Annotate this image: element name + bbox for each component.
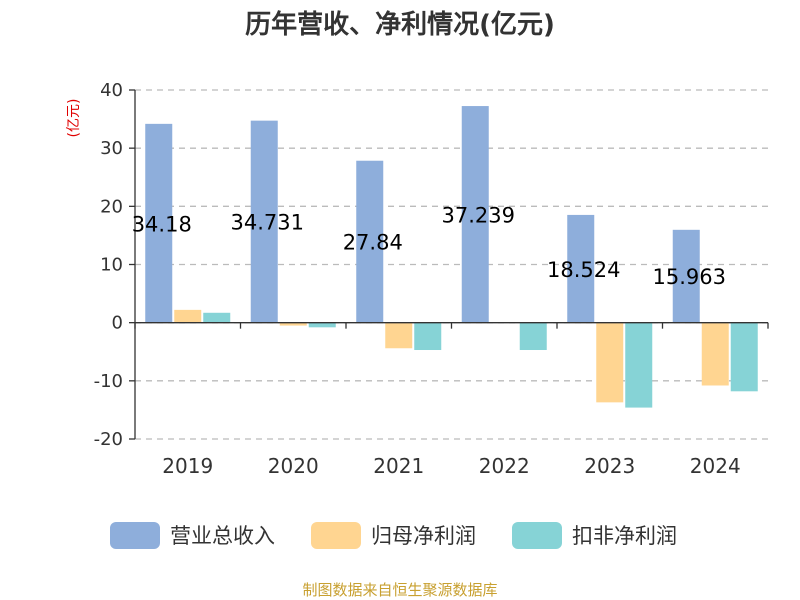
data-label-2021: 27.84 bbox=[343, 231, 403, 255]
legend-swatch-1 bbox=[311, 522, 361, 549]
y-tick-label-6: 40 bbox=[100, 80, 123, 101]
y-tick-label-0: -20 bbox=[94, 429, 123, 450]
x-tick-label-2023: 2023 bbox=[584, 454, 635, 478]
x-tick-label-2020: 2020 bbox=[268, 454, 319, 478]
x-tick-label-2022: 2022 bbox=[479, 454, 530, 478]
data-label-2019: 34.18 bbox=[132, 212, 192, 236]
y-axis-ticks: -20 -10 0 10 20 30 40 bbox=[94, 80, 135, 450]
bar-series0-2024 bbox=[672, 229, 700, 323]
bar-series1-2023 bbox=[596, 322, 624, 403]
legend-item-1[interactable]: 归母净利润 bbox=[311, 522, 476, 549]
bar-series1-2020 bbox=[279, 322, 307, 326]
x-axis-ticks: 2019 2020 2021 2022 2023 2024 bbox=[162, 454, 740, 478]
legend-label-1: 归母净利润 bbox=[371, 524, 476, 548]
x-tick-label-2024: 2024 bbox=[690, 454, 741, 478]
y-tick-label-5: 30 bbox=[100, 138, 123, 159]
legend[interactable]: 营业总收入 归母净利润 扣非净利润 bbox=[110, 522, 677, 549]
legend-swatch-0 bbox=[110, 522, 160, 549]
bar-series2-2022 bbox=[519, 322, 547, 351]
bar-series0-2020 bbox=[250, 120, 278, 323]
data-label-2024: 15.963 bbox=[653, 265, 726, 289]
bar-series1-2024 bbox=[701, 322, 729, 386]
bar-series0-2021 bbox=[356, 160, 384, 323]
chart-title: 历年营收、净利情况(亿元) bbox=[245, 9, 555, 40]
data-labels: 34.18 34.731 27.84 37.239 18.524 15.963 bbox=[132, 203, 726, 289]
y-axis-unit-label: (亿元) bbox=[66, 99, 82, 138]
data-label-2023: 18.524 bbox=[547, 258, 620, 282]
x-tick-label-2021: 2021 bbox=[373, 454, 424, 478]
data-label-2022: 37.239 bbox=[442, 203, 515, 227]
bar-series2-2019 bbox=[203, 312, 231, 323]
axes bbox=[134, 90, 769, 439]
bar-series2-2024 bbox=[730, 322, 758, 392]
legend-label-2: 扣非净利润 bbox=[572, 524, 677, 548]
bar-series0-2022 bbox=[461, 106, 489, 323]
legend-item-2[interactable]: 扣非净利润 bbox=[512, 522, 677, 549]
x-tick-label-2019: 2019 bbox=[162, 454, 213, 478]
y-tick-label-3: 10 bbox=[100, 255, 123, 276]
data-source-note: 制图数据来自恒生聚源数据库 bbox=[302, 581, 497, 599]
y-tick-label-4: 20 bbox=[100, 196, 123, 217]
bars bbox=[145, 106, 758, 408]
data-label-2020: 34.731 bbox=[231, 211, 304, 235]
y-tick-label-1: -10 bbox=[94, 371, 123, 392]
legend-item-0[interactable]: 营业总收入 bbox=[110, 522, 275, 549]
bar-series0-2019 bbox=[145, 123, 173, 323]
legend-label-0: 营业总收入 bbox=[170, 524, 275, 548]
bar-series2-2021 bbox=[414, 322, 442, 351]
bar-series2-2023 bbox=[625, 322, 653, 408]
bar-series1-2021 bbox=[385, 322, 413, 349]
bar-series1-2019 bbox=[174, 309, 202, 323]
y-tick-label-2: 0 bbox=[112, 313, 123, 334]
legend-swatch-2 bbox=[512, 522, 562, 549]
bar-series0-2023 bbox=[567, 214, 595, 323]
bar-series2-2020 bbox=[308, 322, 336, 328]
